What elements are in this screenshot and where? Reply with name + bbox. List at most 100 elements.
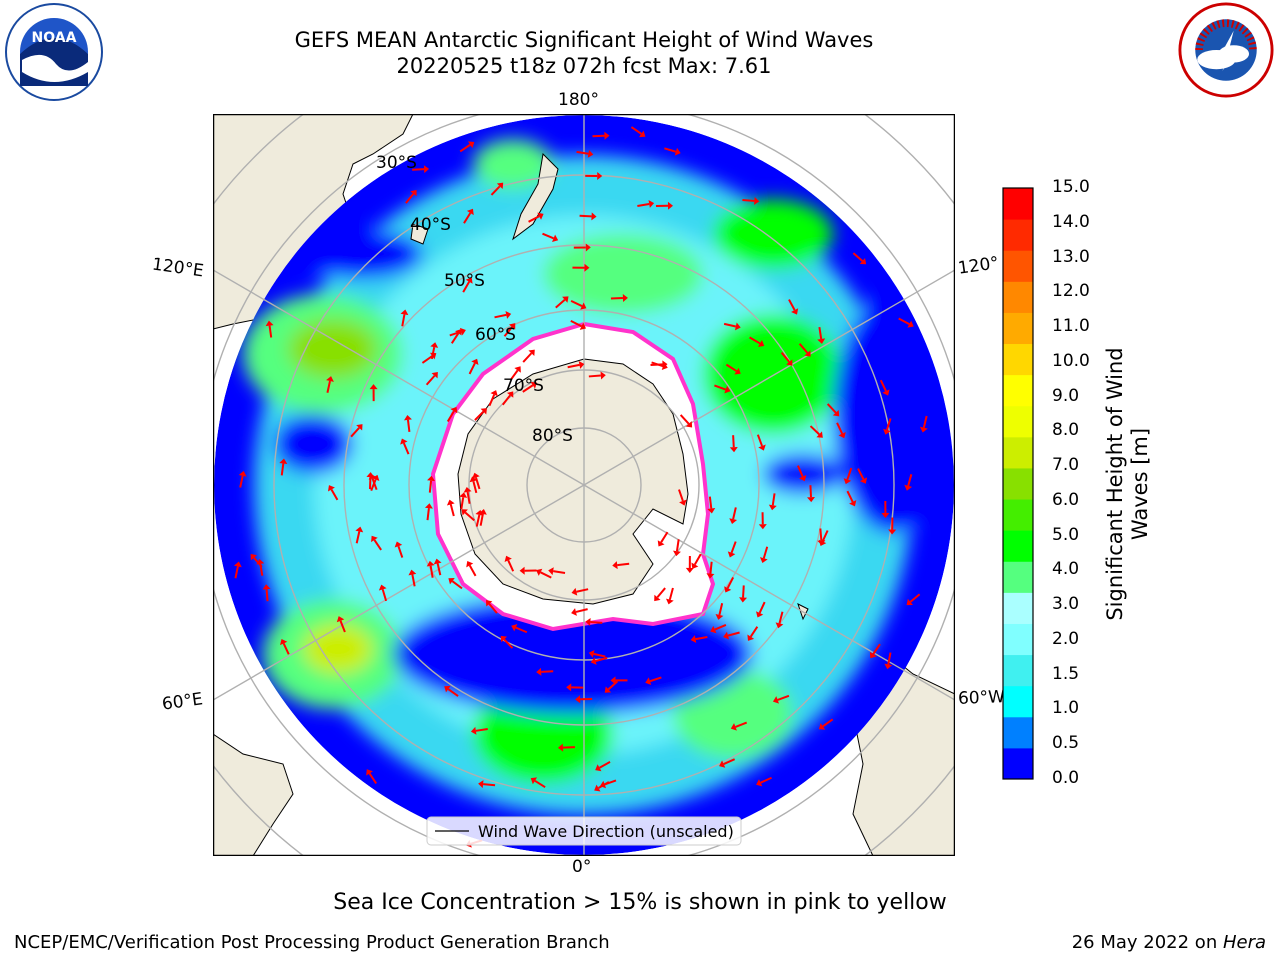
lon-label-120e: 120°E — [150, 254, 205, 282]
wave-arrow — [888, 517, 897, 535]
wave-arrow — [691, 553, 702, 569]
wave-arrow — [430, 342, 439, 360]
wave-arrow — [599, 779, 617, 789]
wave-arrow — [678, 489, 687, 506]
wave-arrow — [572, 263, 590, 272]
wave-arrow — [585, 617, 603, 626]
colorbar-segment — [1003, 716, 1033, 749]
antarctic-wave-map: 30°S 40°S 50°S 60°S 70°S 80°S Wind Wave … — [213, 114, 955, 856]
wave-arrow — [444, 685, 459, 697]
wave-arrow — [919, 415, 928, 433]
lat-label-70s: 70°S — [503, 376, 544, 396]
colorbar-segment — [1003, 467, 1033, 500]
colorbar-tick-label: 5.0 — [1052, 524, 1080, 545]
noaa-logo: NOAA — [5, 3, 103, 101]
wave-arrow — [459, 141, 475, 153]
wave-arrow — [326, 376, 334, 393]
wave-arrow — [817, 326, 826, 344]
wave-arrow — [327, 485, 339, 501]
colorbar-segment — [1003, 654, 1033, 687]
lon-label-0: 0° — [572, 857, 592, 877]
wave-arrow — [747, 626, 759, 641]
wave-arrow — [707, 496, 716, 514]
wave-arrow — [679, 414, 693, 428]
wave-arrow — [449, 327, 466, 337]
wave-arrow — [723, 322, 741, 331]
lon-label-60e: 60°E — [160, 689, 205, 715]
colorbar-segment — [1003, 499, 1033, 531]
wave-arrow — [573, 243, 591, 252]
wave-arrow — [604, 680, 619, 693]
wave-arrow — [881, 500, 890, 519]
wave-arrow — [579, 212, 597, 221]
wave-arrow — [710, 623, 727, 634]
wave-arrow — [426, 560, 435, 578]
wave-arrow — [657, 531, 669, 547]
wave-arrow — [511, 623, 528, 634]
wave-arrow — [788, 299, 799, 315]
colorbar-tick-label: 15.0 — [1052, 177, 1090, 197]
wave-arrow — [463, 487, 472, 504]
wave-arrow — [500, 635, 514, 649]
latitude-labels: 30°S 40°S 50°S 60°S 70°S 80°S — [376, 153, 573, 446]
wave-arrow — [570, 319, 586, 330]
wave-arrow — [394, 541, 404, 558]
wave-arrow — [412, 165, 430, 174]
wave-arrow — [592, 131, 610, 140]
legend-label: Wind Wave Direction (unscaled) — [478, 822, 734, 841]
wave-arrow — [470, 726, 488, 735]
wave-arrow — [566, 683, 584, 692]
wave-arrow — [588, 649, 606, 658]
africa-land — [213, 733, 294, 856]
colorbar — [1002, 187, 1034, 780]
wave-arrow — [715, 603, 724, 620]
wave-arrow — [904, 474, 913, 491]
wave-arrow — [366, 769, 377, 784]
wave-arrow — [571, 587, 589, 596]
wave-arrow — [555, 296, 569, 309]
wave-arrow — [488, 390, 498, 407]
wave-arrow — [469, 476, 478, 494]
wave-arrow — [725, 363, 741, 375]
wave-arrow — [826, 403, 840, 417]
map-legend: Wind Wave Direction (unscaled) — [426, 816, 742, 846]
wave-arrow — [427, 475, 436, 493]
wave-arrow — [857, 468, 868, 484]
colorbar-tick-label: 14.0 — [1052, 211, 1090, 232]
lat-label-50s: 50°S — [444, 271, 485, 291]
lat-label-30s: 30°S — [376, 153, 417, 173]
lat-label-60s: 60°S — [475, 325, 516, 345]
wave-arrow — [462, 277, 473, 293]
colorbar-segment — [1003, 281, 1033, 313]
wave-arrow — [654, 587, 666, 602]
wave-arrow — [883, 418, 892, 435]
wave-arrow — [233, 561, 242, 579]
wave-arrow — [400, 438, 410, 455]
wave-arrow — [567, 360, 585, 369]
wave-arrow — [474, 408, 487, 421]
wave-arrow — [637, 200, 655, 208]
colorbar-tick-label: 11.0 — [1052, 316, 1090, 337]
wave-arrow — [280, 638, 290, 655]
wave-arrow — [906, 593, 921, 606]
wave-arrow — [690, 635, 708, 644]
wave-arrow — [336, 616, 346, 633]
lon-label-120w: 120° — [956, 253, 1001, 279]
colorbar-tick-label: 13.0 — [1052, 246, 1090, 267]
colorbar-segment — [1003, 561, 1033, 593]
tasmania — [410, 223, 429, 245]
wave-arrow — [651, 361, 668, 371]
lon-label-180: 180° — [558, 90, 599, 110]
wave-arrow — [742, 196, 760, 205]
wave-arrow — [490, 182, 504, 196]
wave-arrow — [664, 147, 681, 156]
wave-arrow — [468, 358, 479, 375]
colorbar-segment — [1003, 374, 1033, 407]
wave-arrow — [768, 493, 777, 511]
wave-arrow — [472, 472, 481, 490]
wave-arrow — [898, 317, 914, 328]
wave-arrow — [729, 435, 738, 453]
wave-arrow — [576, 149, 594, 158]
colorbar-segment — [1003, 405, 1033, 438]
wave-arrow — [425, 371, 438, 386]
